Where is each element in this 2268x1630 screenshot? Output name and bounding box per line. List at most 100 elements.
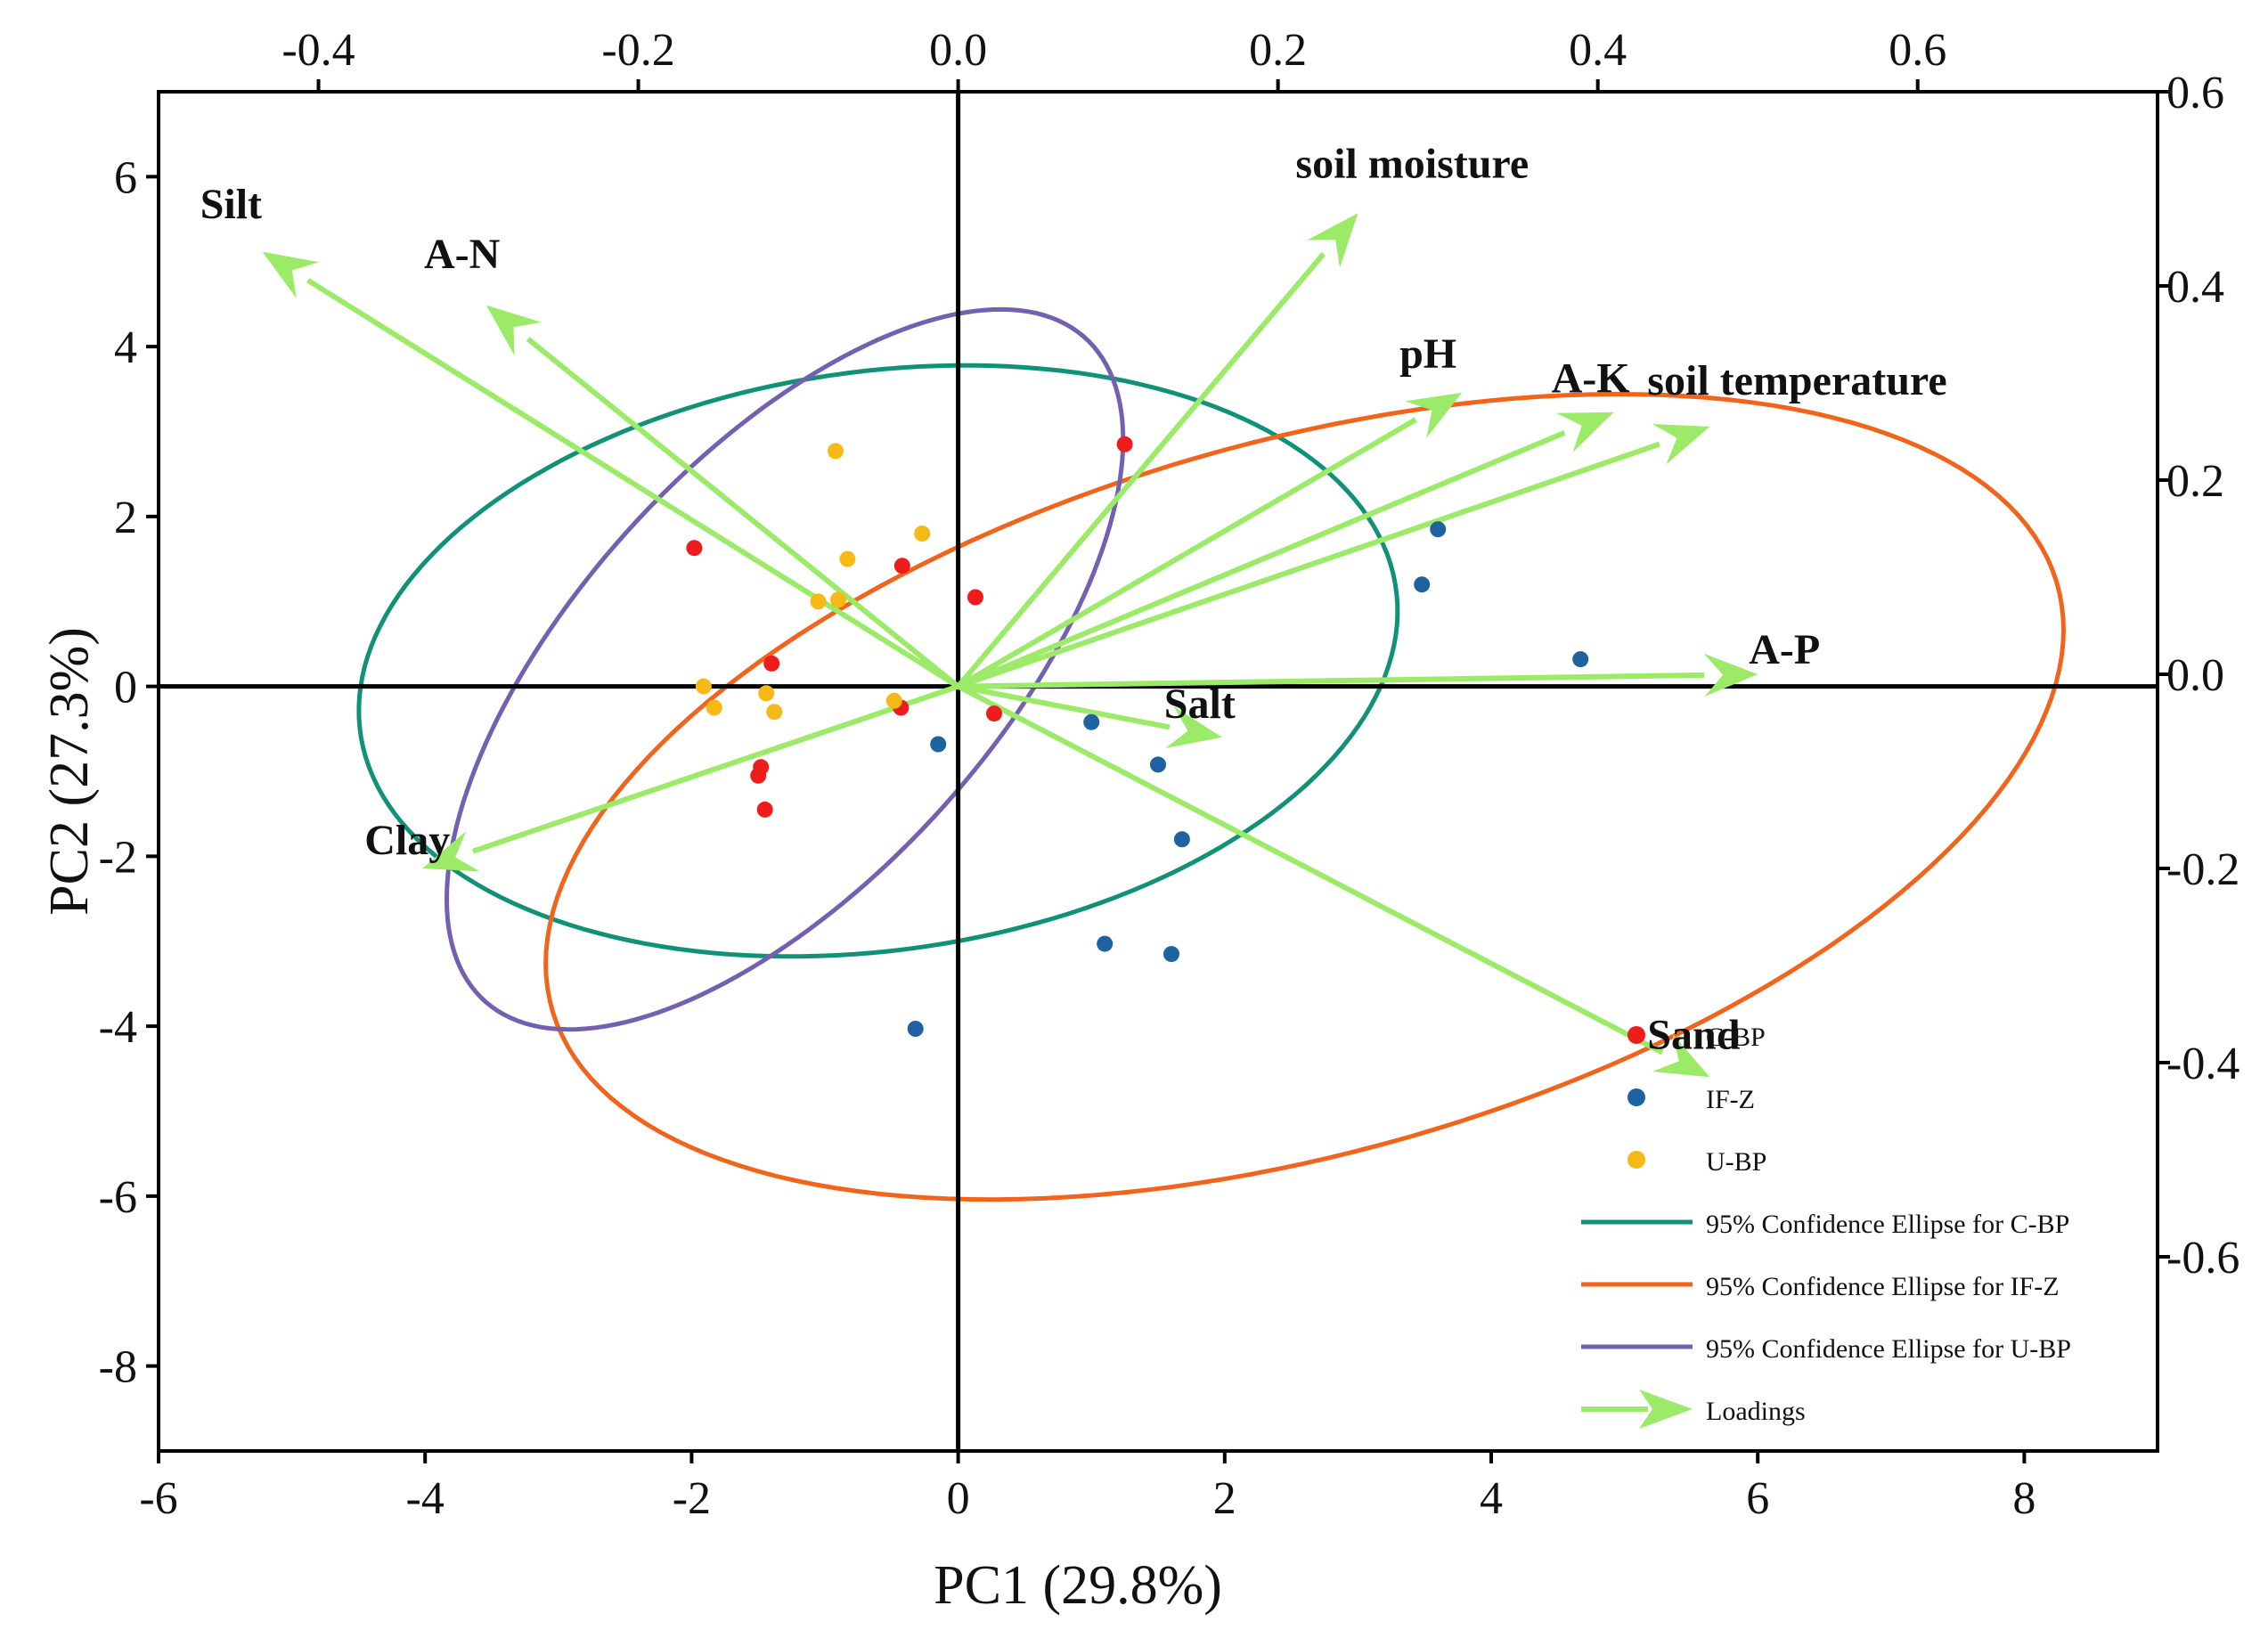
legend-marker-c-bp: [1628, 1026, 1645, 1044]
legend-label-u-bp: U-BP: [1706, 1147, 1766, 1177]
x-tick-label: 0: [947, 1473, 970, 1524]
point-u-bp: [828, 443, 844, 460]
y-tick-label: -6: [99, 1172, 137, 1223]
y-tick-label: -2: [99, 832, 137, 883]
loading-label-clay: Clay: [364, 817, 450, 864]
loading-arrowhead-soil-moisture: [1307, 213, 1358, 268]
point-if-z: [1414, 576, 1431, 593]
top-tick-label: 0.6: [1889, 25, 1946, 76]
loading-arrow-silt: [306, 278, 960, 689]
loading-arrowhead-clay: [422, 831, 480, 872]
x-tick-label: 8: [2012, 1473, 2035, 1524]
ellipse-u-bp: [444, 306, 1126, 1032]
right-tick-label: 0.4: [2166, 262, 2224, 313]
point-if-z: [1163, 946, 1179, 963]
point-c-bp: [1116, 436, 1133, 452]
point-c-bp: [686, 540, 703, 557]
loading-label-sand: Sand: [1647, 1011, 1740, 1058]
loading-arrowhead-a-n: [486, 305, 542, 356]
loading-label-a-n: A-N: [424, 231, 501, 278]
point-if-z: [930, 736, 947, 753]
legend-label-95pct-confidence-ellipse-for-c-bp: 95% Confidence Ellipse for C-BP: [1706, 1210, 2069, 1239]
right-tick-label: -0.4: [2166, 1039, 2239, 1089]
loading-arrow-salt: [958, 683, 1171, 730]
point-c-bp: [967, 589, 983, 606]
point-if-z: [1083, 713, 1100, 730]
loading-arrowhead-soil-temperature: [1652, 424, 1710, 465]
point-c-bp: [986, 705, 1002, 722]
loading-label-soil-moisture: soil moisture: [1295, 140, 1529, 187]
loading-arrowhead-sand: [1652, 1033, 1710, 1078]
loading-arrowhead-silt: [262, 251, 320, 298]
point-u-bp: [914, 526, 931, 542]
point-u-bp: [706, 699, 722, 716]
legend: C-BP IF-Z U-BP 95% Confidence Ellipse for C…: [1581, 1023, 2071, 1429]
x-tick-label: 4: [1480, 1473, 1503, 1524]
loading-arrow-a-n: [526, 337, 960, 689]
point-c-bp: [893, 558, 910, 575]
right-tick-label: -0.6: [2166, 1233, 2239, 1284]
loading-arrow-a-k: [957, 430, 1566, 689]
plot-frame: [157, 90, 2159, 1453]
legend-label-95pct-confidence-ellipse-for-if-z: 95% Confidence Ellipse for IF-Z: [1706, 1272, 2060, 1301]
point-u-bp: [885, 692, 902, 709]
point-c-bp: [763, 655, 780, 672]
y-tick-label: 2: [114, 493, 137, 543]
y-tick-label: -8: [99, 1342, 137, 1393]
x-axis-title: PC1 (29.8%): [934, 1555, 1222, 1616]
loading-label-silt: Silt: [200, 181, 262, 228]
top-tick-label: -0.2: [601, 25, 674, 76]
right-tick-label: 0.0: [2166, 650, 2224, 701]
loading-arrow-soil-moisture: [956, 252, 1326, 689]
loading-label-salt: Salt: [1164, 681, 1236, 728]
x-tick-label: -2: [673, 1473, 711, 1524]
x-tick-label: -6: [139, 1473, 177, 1524]
ellipse-if-z: [543, 391, 2067, 1202]
loading-arrow-clay: [472, 683, 959, 854]
point-if-z: [907, 1021, 924, 1037]
right-tick-label: -0.2: [2166, 844, 2239, 895]
point-if-z: [1572, 651, 1589, 668]
loading-arrow-soil-temperature: [957, 441, 1660, 689]
point-u-bp: [839, 550, 856, 567]
loading-arrow-sand: [957, 683, 1664, 1055]
point-if-z: [1430, 521, 1447, 538]
y-axis-title: PC2 (27.3%): [39, 627, 100, 916]
point-c-bp: [750, 767, 767, 784]
y-tick-label: 4: [114, 322, 137, 373]
legend-label-c-bp: C-BP: [1706, 1023, 1766, 1052]
right-tick-label: 0.2: [2166, 456, 2224, 507]
loading-arrow-a-p: [958, 672, 1705, 689]
ellipse-c-bp: [356, 363, 1400, 959]
y-tick-label: 6: [114, 152, 137, 203]
point-if-z: [1173, 831, 1190, 848]
loading-label-a-p: A-P: [1749, 626, 1820, 673]
point-u-bp: [830, 591, 846, 608]
legend-loadings-arrowhead: [1639, 1390, 1693, 1429]
point-u-bp: [695, 678, 712, 695]
legend-label-95pct-confidence-ellipse-for-u-bp: 95% Confidence Ellipse for U-BP: [1706, 1334, 2071, 1364]
x-tick-label: -4: [406, 1473, 445, 1524]
top-tick-label: 0.0: [929, 25, 987, 76]
loading-arrowhead-salt: [1165, 705, 1222, 748]
legend-label-if-z: IF-Z: [1706, 1085, 1755, 1114]
loading-arrow-ph: [957, 417, 1417, 689]
legend-label-loadings: Loadings: [1706, 1397, 1806, 1426]
loading-label-ph: pH: [1399, 330, 1456, 378]
loading-label-soil-temperature: soil temperature: [1647, 357, 1946, 404]
top-tick-label: 0.2: [1249, 25, 1307, 76]
legend-marker-u-bp: [1628, 1151, 1645, 1169]
top-tick-label: -0.4: [281, 25, 355, 76]
y-tick-label: 0: [114, 663, 137, 713]
right-tick-label: 0.6: [2166, 68, 2224, 118]
point-u-bp: [810, 593, 827, 610]
point-if-z: [1150, 756, 1166, 773]
y-tick-label: -4: [99, 1002, 137, 1053]
point-u-bp: [766, 704, 783, 721]
loading-arrowhead-a-k: [1556, 412, 1614, 452]
x-tick-label: 6: [1746, 1473, 1769, 1524]
top-tick-label: 0.4: [1569, 25, 1627, 76]
legend-marker-if-z: [1628, 1088, 1645, 1106]
point-if-z: [1097, 935, 1114, 952]
